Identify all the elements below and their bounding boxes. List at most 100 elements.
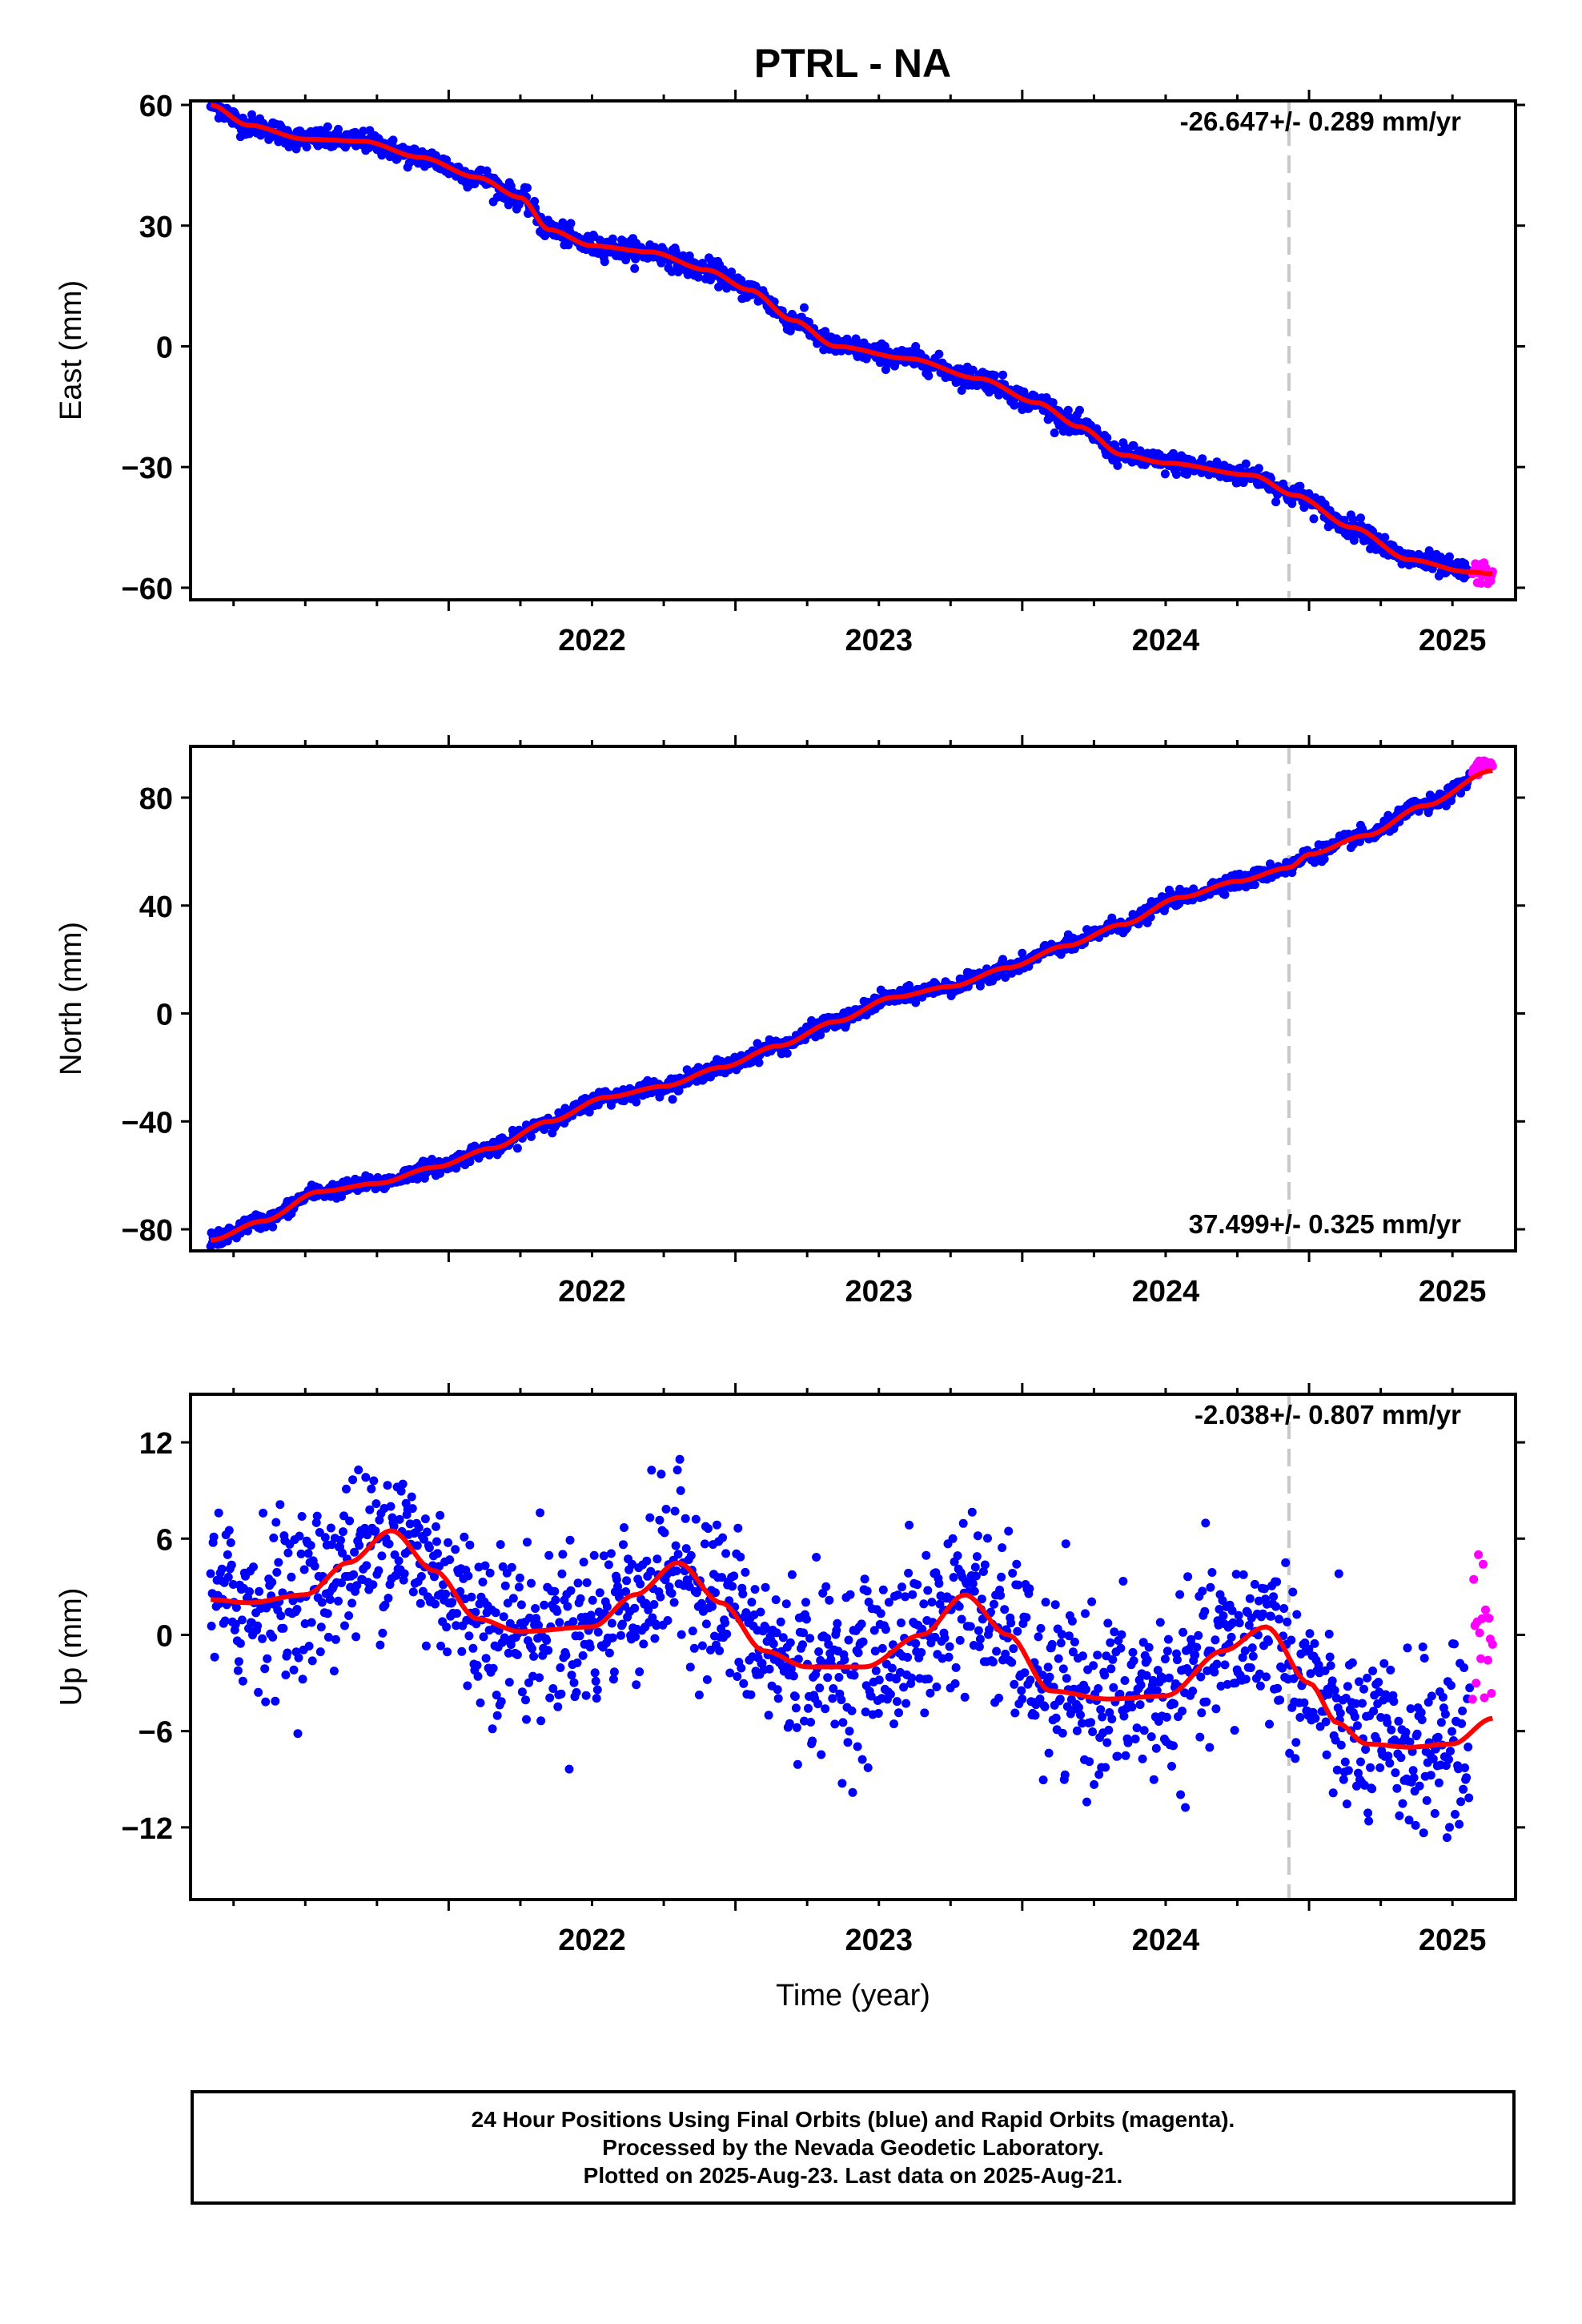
data-point xyxy=(1244,1621,1254,1630)
data-point xyxy=(531,1604,540,1613)
y-tick-label: −30 xyxy=(122,452,173,485)
data-point xyxy=(1062,1674,1071,1683)
data-point xyxy=(930,1632,940,1642)
data-point xyxy=(1127,1703,1137,1712)
data-point xyxy=(702,1675,712,1684)
data-point xyxy=(289,1665,299,1675)
data-point xyxy=(1078,1719,1086,1728)
data-point xyxy=(1178,1627,1188,1637)
data-point xyxy=(521,1695,530,1705)
data-point xyxy=(769,1639,778,1649)
data-point xyxy=(1438,1692,1447,1702)
data-point xyxy=(254,1687,263,1697)
data-point xyxy=(1330,1686,1339,1695)
data-point xyxy=(1305,1629,1315,1638)
data-point xyxy=(1309,514,1319,524)
data-point xyxy=(725,1668,735,1678)
data-point xyxy=(764,1711,773,1720)
data-point xyxy=(1387,1725,1396,1735)
data-point xyxy=(1061,1539,1070,1549)
data-point xyxy=(569,1678,579,1687)
data-point xyxy=(1427,1691,1436,1701)
data-point xyxy=(1350,1712,1359,1722)
data-point xyxy=(292,1605,302,1614)
data-point xyxy=(207,1622,216,1630)
data-point xyxy=(1275,1695,1285,1705)
data-point xyxy=(1418,1642,1427,1651)
data-point xyxy=(1106,1638,1115,1647)
data-point xyxy=(676,1486,685,1495)
data-point xyxy=(1428,1754,1438,1763)
data-point xyxy=(315,1528,324,1537)
data-point xyxy=(430,1572,439,1582)
data-point xyxy=(804,1703,813,1713)
data-point xyxy=(536,1508,545,1518)
data-point xyxy=(433,1549,442,1558)
data-point xyxy=(1006,1618,1016,1628)
data-point xyxy=(1336,1740,1346,1750)
fit-curve xyxy=(210,768,1493,1243)
data-point xyxy=(715,1646,725,1655)
series-final-orbits xyxy=(206,1454,1475,1843)
data-point xyxy=(1314,1660,1323,1670)
data-point xyxy=(1034,1632,1043,1642)
data-point xyxy=(473,1671,483,1681)
data-point xyxy=(1234,1610,1243,1620)
data-point xyxy=(660,1528,669,1538)
data-point xyxy=(619,1540,628,1550)
data-point xyxy=(311,1518,321,1527)
data-point xyxy=(1108,1655,1118,1664)
data-point xyxy=(542,1635,552,1645)
data-point xyxy=(350,1547,359,1557)
data-point xyxy=(853,1742,862,1751)
data-point xyxy=(905,981,914,990)
x-tick-label: 2024 xyxy=(1132,1924,1200,1957)
data-point xyxy=(304,1642,314,1651)
data-point xyxy=(1267,1611,1275,1621)
data-point xyxy=(1419,1654,1429,1663)
data-point xyxy=(436,1641,446,1651)
data-point xyxy=(686,1550,696,1560)
data-point xyxy=(761,1582,770,1592)
data-point xyxy=(1060,1770,1070,1779)
data-point xyxy=(399,1575,408,1585)
data-point xyxy=(1017,1686,1026,1695)
data-point xyxy=(1368,1667,1378,1675)
data-point xyxy=(563,1602,572,1611)
data-point xyxy=(848,1787,857,1797)
data-point xyxy=(1351,1699,1360,1708)
data-point xyxy=(1054,1654,1063,1663)
data-point xyxy=(911,1638,921,1648)
data-point xyxy=(893,1590,902,1600)
data-point xyxy=(1469,1574,1479,1584)
data-point xyxy=(1447,1681,1456,1691)
plot-frame xyxy=(189,1393,1517,1901)
data-point xyxy=(907,1673,917,1683)
data-point xyxy=(917,1648,926,1657)
data-point xyxy=(1304,1644,1314,1654)
data-point xyxy=(1231,1570,1241,1579)
data-point xyxy=(1050,1600,1060,1610)
data-point xyxy=(464,1571,473,1581)
data-point xyxy=(1464,1793,1474,1803)
data-point xyxy=(361,1473,371,1482)
series-rapid-orbits xyxy=(1468,1550,1497,1704)
data-point xyxy=(1459,1784,1468,1794)
data-point xyxy=(920,1708,930,1718)
y-tick-label: 40 xyxy=(139,891,173,924)
data-point xyxy=(717,1573,727,1582)
data-point xyxy=(618,1619,627,1629)
data-point xyxy=(420,1514,430,1524)
data-point xyxy=(593,1627,603,1637)
data-point xyxy=(452,1621,461,1630)
data-point xyxy=(1245,1594,1255,1603)
data-point xyxy=(1240,1646,1250,1655)
data-point xyxy=(405,1519,415,1529)
data-point xyxy=(974,1642,984,1651)
data-point xyxy=(535,1673,544,1683)
data-point xyxy=(1030,1711,1040,1720)
data-point xyxy=(276,1611,286,1621)
data-point xyxy=(224,1526,234,1535)
data-point xyxy=(1445,552,1454,561)
